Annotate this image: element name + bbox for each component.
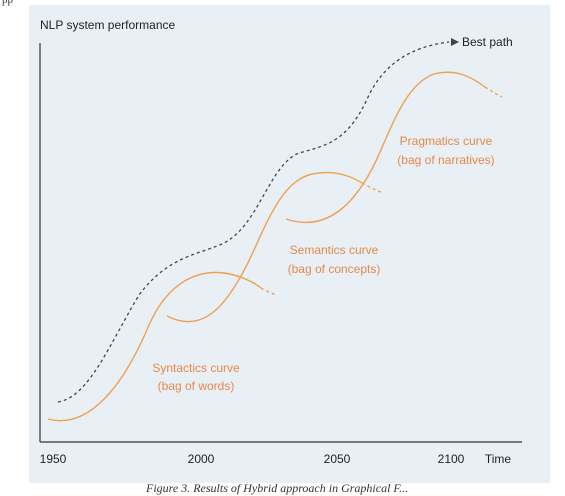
x-tick-label-2050: 2050	[324, 452, 351, 466]
syntactics-curve	[47, 271, 262, 422]
x-tick-label-2100: 2100	[438, 452, 465, 466]
x-tick-label-1950: 1950	[40, 452, 67, 466]
semantics-curve-label: Semantics curve	[290, 243, 379, 257]
pragmatics-curve-dashed-tail	[484, 86, 503, 98]
pragmatics-curve-label: Pragmatics curve	[400, 134, 493, 148]
best-path-label: Best path	[462, 35, 513, 49]
x-tick-label-2000: 2000	[188, 452, 215, 466]
semantics-curve-dashed-tail	[361, 182, 384, 194]
figure-caption: Figure 3. Results of Hybrid approach in …	[146, 481, 409, 495]
x-axis-label: Time	[485, 452, 512, 466]
semantics-curve	[166, 171, 363, 323]
y-axis-label: NLP system performance	[40, 18, 175, 32]
syntactics-curve-sublabel: (bag of words)	[158, 379, 235, 393]
best-path-line	[57, 41, 450, 403]
best-path-arrowhead	[451, 38, 459, 46]
semantics-curve-sublabel: (bag of concepts)	[288, 262, 381, 276]
nlp-curves-figure: NLP system performance Best path Syntact…	[29, 5, 550, 483]
syntactics-curve-label: Syntactics curve	[152, 361, 240, 375]
pragmatics-curve-sublabel: (bag of narratives)	[397, 153, 494, 167]
syntactics-curve-dashed-tail	[260, 287, 277, 296]
page-top-fragment: pp	[2, 0, 13, 6]
pragmatics-curve	[285, 71, 486, 223]
